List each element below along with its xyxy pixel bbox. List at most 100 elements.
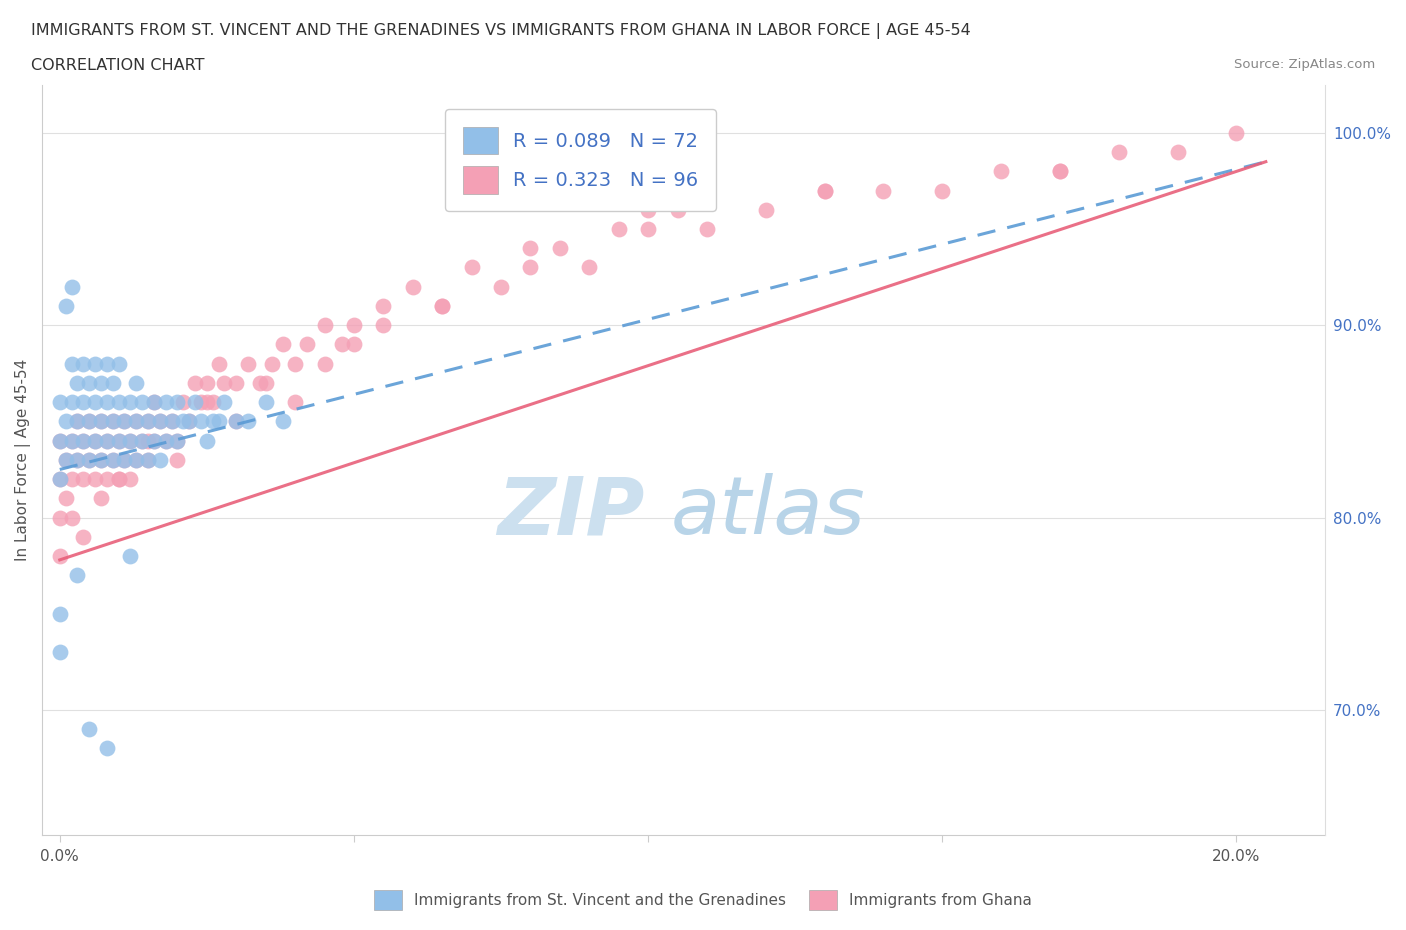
Point [77, 452, 100, 467]
Point [84, 433, 107, 448]
Point [149, 452, 172, 467]
Point [66, 568, 89, 583]
Point [114, 452, 136, 467]
Point [90, 414, 112, 429]
Point [225, 414, 247, 429]
Point [214, 394, 236, 409]
Point [273, 337, 295, 352]
Point [813, 183, 835, 198]
Point [72, 472, 94, 486]
Point [142, 394, 165, 409]
Point [607, 221, 630, 236]
Point [96, 356, 118, 371]
Point [402, 279, 425, 294]
Point [1225, 126, 1247, 140]
Point [295, 337, 318, 352]
Point [101, 376, 124, 391]
Point [90, 452, 112, 467]
Point [195, 394, 218, 409]
Point [207, 414, 229, 429]
Point [142, 433, 165, 448]
Point [155, 433, 177, 448]
Point [84, 394, 107, 409]
Point [120, 433, 142, 448]
Point [96, 394, 118, 409]
Point [77, 414, 100, 429]
Point [166, 452, 188, 467]
Point [155, 394, 177, 409]
Point [101, 452, 124, 467]
Legend: R = 0.089   N = 72, R = 0.323   N = 96: R = 0.089 N = 72, R = 0.323 N = 96 [446, 110, 716, 211]
Point [1049, 164, 1071, 179]
Point [314, 356, 336, 371]
Point [214, 376, 236, 391]
Point [460, 260, 482, 275]
Point [136, 433, 159, 448]
Point [166, 394, 188, 409]
Point [236, 356, 259, 371]
Point [125, 414, 148, 429]
Point [60, 279, 83, 294]
Point [107, 433, 129, 448]
Point [114, 414, 136, 429]
Point [72, 356, 94, 371]
Point [96, 433, 118, 448]
Point [66, 452, 89, 467]
Point [136, 452, 159, 467]
Point [49, 472, 72, 486]
Point [60, 511, 83, 525]
Point [284, 394, 307, 409]
Legend: Immigrants from St. Vincent and the Grenadines, Immigrants from Ghana: Immigrants from St. Vincent and the Gren… [367, 883, 1039, 918]
Point [66, 414, 89, 429]
Point [131, 433, 153, 448]
Point [49, 644, 72, 659]
Point [72, 529, 94, 544]
Point [172, 414, 194, 429]
Point [931, 183, 953, 198]
Point [548, 241, 571, 256]
Point [225, 414, 247, 429]
Point [72, 433, 94, 448]
Point [49, 549, 72, 564]
Point [49, 433, 72, 448]
Point [49, 433, 72, 448]
Point [637, 221, 659, 236]
Point [120, 394, 142, 409]
Point [107, 472, 129, 486]
Point [184, 376, 207, 391]
Point [136, 452, 159, 467]
Point [101, 452, 124, 467]
Point [96, 472, 118, 486]
Point [430, 299, 453, 313]
Point [107, 472, 129, 486]
Point [90, 491, 112, 506]
Point [179, 414, 201, 429]
Text: IMMIGRANTS FROM ST. VINCENT AND THE GRENADINES VS IMMIGRANTS FROM GHANA IN LABOR: IMMIGRANTS FROM ST. VINCENT AND THE GREN… [31, 23, 970, 39]
Point [236, 414, 259, 429]
Point [77, 452, 100, 467]
Point [142, 433, 165, 448]
Point [66, 414, 89, 429]
Text: atlas: atlas [671, 473, 865, 551]
Point [90, 376, 112, 391]
Point [84, 433, 107, 448]
Point [49, 606, 72, 621]
Point [184, 394, 207, 409]
Point [96, 433, 118, 448]
Point [160, 414, 183, 429]
Point [155, 433, 177, 448]
Point [66, 452, 89, 467]
Point [125, 452, 148, 467]
Point [136, 414, 159, 429]
Point [60, 394, 83, 409]
Point [872, 183, 894, 198]
Point [373, 318, 395, 333]
Point [107, 433, 129, 448]
Point [66, 376, 89, 391]
Point [114, 414, 136, 429]
Point [273, 414, 295, 429]
Point [77, 722, 100, 737]
Point [578, 260, 600, 275]
Point [90, 452, 112, 467]
Point [190, 394, 212, 409]
